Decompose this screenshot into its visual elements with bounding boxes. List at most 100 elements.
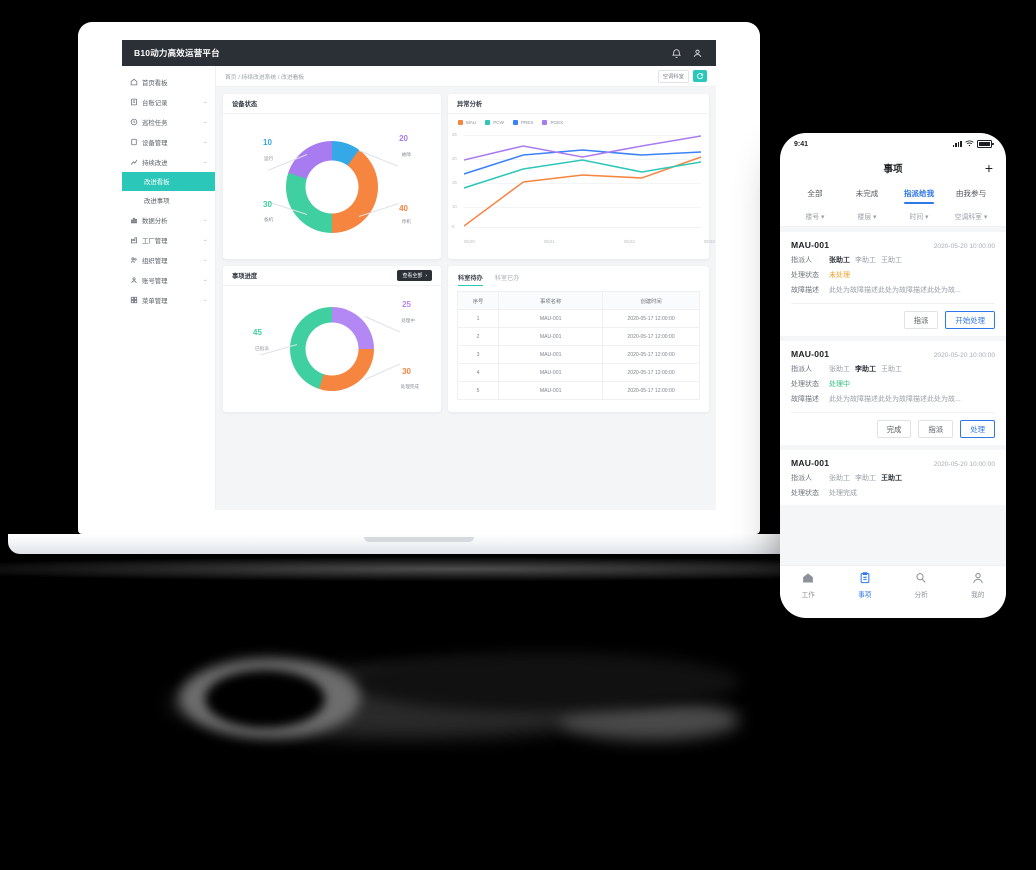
tabbar-item-mine[interactable]: 我的 (950, 571, 1007, 599)
tabbar-label: 我的 (971, 592, 985, 599)
cell-index: 5 (456, 381, 500, 400)
dept-select[interactable]: 空调科室 (657, 69, 689, 83)
tab-assigned-to-me[interactable]: 指派给我 (893, 181, 945, 205)
assignee-name: 张助工 (829, 257, 850, 264)
bell-icon[interactable] (669, 46, 683, 60)
donut-label-running: 运行 (264, 156, 274, 161)
chevron-down-icon: ⌄ (202, 277, 209, 283)
donut-value-assigned: 45 (253, 328, 262, 337)
sidebar-item-factory[interactable]: 工厂管理 ⌄ (122, 230, 215, 250)
refresh-icon[interactable] (693, 70, 707, 82)
list-item[interactable]: MAU-001 2020-05-20 10:00:00 指派人 张助工 李助工 王助… (780, 232, 1006, 336)
tabbar-label: 分析 (914, 592, 928, 599)
card-header: 事项进度 查看全部 › (223, 266, 441, 286)
dashboard-grid: 设备状态 10 运行 20 故障 (216, 87, 716, 419)
assign-button[interactable]: 指派 (918, 420, 954, 438)
cell-name: MAU-001 (498, 381, 604, 400)
factory-icon (129, 236, 138, 245)
card-task-progress: 事项进度 查看全部 › (223, 266, 441, 412)
sidebar-item-menu[interactable]: 菜单管理 ⌄ (122, 290, 215, 310)
gridline (464, 227, 701, 228)
gridline (464, 135, 701, 136)
sidebar-item-improvement[interactable]: 持续改进 ⌄ (122, 152, 215, 172)
tabbar-label: 工作 (801, 592, 815, 599)
sidebar-subitem-improve-board[interactable]: 改进看板 (122, 172, 215, 191)
donut-ring (286, 140, 378, 233)
sidebar-item-org[interactable]: 组织管理 ⌄ (122, 250, 215, 270)
sidebar-item-account[interactable]: 账号管理 ⌄ (122, 270, 215, 290)
donut-value-fault: 20 (399, 134, 408, 143)
sidebar-item-label: 工厂管理 (142, 237, 168, 245)
sidebar-item-analytics[interactable]: 数据分析 ⌄ (122, 210, 215, 230)
assignee-name: 李助工 (855, 366, 876, 373)
sidebar-subitem-improve-tasks[interactable]: 改进事项 (122, 191, 215, 210)
status-badge: 处理完成 (829, 490, 857, 497)
tabbar-item-analysis[interactable]: 分析 (893, 571, 950, 599)
tab-dept-todo[interactable]: 科室待办 (458, 273, 483, 286)
x-tick: 05/22 (624, 239, 635, 244)
table-row[interactable]: 4 MAU-001 2020-05-17 12:00:00 (456, 363, 700, 382)
clock-icon (129, 118, 138, 127)
legend-item[interactable]: MAU (458, 120, 476, 125)
cell-index: 1 (456, 309, 500, 328)
table-row[interactable]: 2 MAU-001 2020-05-17 12:00:00 (456, 327, 700, 346)
assign-button[interactable]: 指派 (903, 311, 939, 329)
start-process-button[interactable]: 开始处理 (945, 311, 995, 329)
donut-value-shutdown: 40 (399, 204, 408, 213)
tab-incomplete[interactable]: 未完成 (855, 188, 879, 198)
device-icon (129, 138, 138, 147)
filter-building[interactable]: 楼号 ▾ (805, 213, 825, 221)
home-icon (801, 571, 815, 587)
table-row[interactable]: 3 MAU-001 2020-05-17 12:00:00 (456, 345, 700, 364)
table-row[interactable]: 5 MAU-001 2020-05-17 12:00:00 (456, 381, 700, 400)
x-tick: 05/21 (544, 239, 555, 244)
cell-created: 2020-05-17 12:00:00 (602, 381, 700, 400)
sidebar-item-ledger[interactable]: 台账记录 ⌄ (122, 92, 215, 112)
sidebar-item-label: 数据分析 (142, 217, 168, 225)
chevron-down-icon: ⌄ (202, 159, 209, 165)
phone-task-list[interactable]: MAU-001 2020-05-20 10:00:00 指派人 张助工 李助工 王助… (780, 227, 1006, 565)
series-line-mau (464, 156, 701, 227)
legend-item[interactable]: PREX (512, 120, 533, 125)
analytics-icon (129, 216, 138, 225)
gridline (464, 183, 701, 184)
person-icon (971, 571, 985, 587)
filter-time[interactable]: 时间 ▾ (909, 213, 929, 221)
app-body: 首页看板 台账记录 ⌄ (122, 66, 716, 510)
assignee-name: 王助工 (881, 475, 902, 482)
tab-dept-done[interactable]: 科室已办 (494, 275, 520, 282)
desktop-app: B10动力高效运营平台 (122, 40, 716, 510)
assignee-label: 指派人 (791, 366, 812, 373)
list-item[interactable]: MAU-001 2020-05-20 10:00:00 指派人 张助工 李助工 王助… (780, 341, 1006, 445)
tab-participated[interactable]: 由我参与 (955, 188, 987, 198)
list-item[interactable]: MAU-001 2020-05-20 10:00:00 指派人 张助工 李助工 王助… (780, 450, 1006, 505)
filter-dept[interactable]: 空调科室 ▾ (954, 213, 988, 221)
tabbar-item-tasks[interactable]: 事项 (837, 571, 894, 599)
chevron-down-icon: ⌄ (202, 99, 209, 105)
card-top-row: MAU-001 2020-05-20 10:00:00 (791, 349, 995, 359)
filter-label: 楼层 (857, 213, 872, 221)
tab-all[interactable]: 全部 (807, 188, 823, 198)
sidebar-item-label: 巡检任务 (142, 119, 168, 127)
legend-item[interactable]: PGEX (542, 120, 563, 125)
tabbar-item-work[interactable]: 工作 (780, 571, 837, 599)
sidebar-item-label: 账号管理 (142, 277, 168, 285)
status-row: 处理状态 处理完成 (791, 488, 995, 498)
table-row[interactable]: 1 MAU-001 2020-05-17 12:00:00 (456, 309, 700, 328)
legend-item[interactable]: PCW (485, 120, 504, 125)
assignee-name: 李助工 (855, 257, 876, 264)
content-area: 首页 / 持续改进系统 / 改进看板 空调科室 (216, 66, 716, 510)
filter-floor[interactable]: 楼层 ▾ (857, 213, 877, 221)
view-all-button[interactable]: 查看全部 › (397, 270, 432, 281)
cell-created: 2020-05-17 12:00:00 (602, 309, 700, 328)
process-button[interactable]: 处理 (960, 420, 995, 438)
user-icon[interactable] (690, 46, 704, 60)
sidebar-item-inspection[interactable]: 巡检任务 ⌄ (122, 112, 215, 132)
sidebar-item-home[interactable]: 首页看板 (122, 72, 215, 92)
y-tick: 20 (452, 156, 457, 161)
sidebar-item-device[interactable]: 设备管理 ⌄ (122, 132, 215, 152)
add-button[interactable]: + (984, 160, 993, 176)
chevron-right-icon: › (425, 272, 427, 279)
donut-label-standby: 备机 (264, 217, 274, 222)
complete-button[interactable]: 完成 (876, 420, 912, 438)
